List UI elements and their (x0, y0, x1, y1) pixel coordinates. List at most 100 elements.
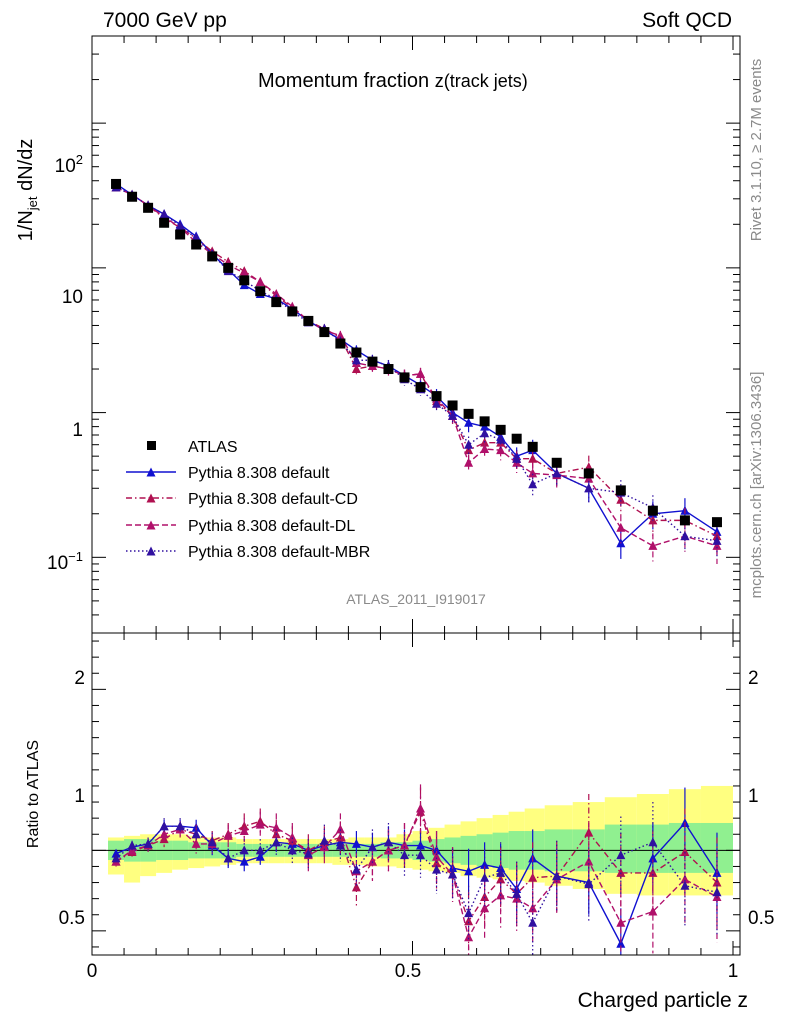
main-marker-mbr (584, 483, 594, 493)
y-label-part-a: 1/N (15, 210, 37, 241)
ratio-marker-mbr (416, 850, 426, 860)
main-marker-atlas (495, 424, 506, 435)
legend-marker-cd (146, 493, 156, 503)
ratio-marker-mbr (287, 845, 297, 855)
y-tick-label-100: 102 (55, 152, 83, 177)
main-marker-mbr (351, 355, 361, 365)
y-label-subscript: jet (25, 196, 40, 211)
main-marker-mbr (448, 410, 458, 420)
ratio-marker-mbr (303, 848, 313, 858)
x-tick-label-1: 1 (728, 961, 739, 982)
legend-label-mbr: Pythia 8.308 default-MBR (188, 544, 370, 561)
main-marker-atlas (319, 327, 330, 338)
ratio-y-tick-label-0.5: 0.5 (59, 908, 85, 929)
main-marker-mbr (528, 479, 538, 489)
main-marker-dl (255, 276, 265, 286)
legend-label-atlas: ATLAS (188, 439, 238, 456)
main-marker-atlas (399, 372, 410, 383)
main-marker-cd (616, 494, 626, 504)
ratio-marker-dl (584, 856, 594, 866)
ratio-marker-dl (712, 892, 722, 902)
main-marker-mbr (552, 468, 562, 478)
ratio-marker-cd (239, 821, 249, 831)
ratio-marker-dl (159, 829, 169, 839)
legend-marker-mbr (146, 546, 156, 556)
main-marker-atlas (207, 251, 218, 262)
ratio-marker-mbr (648, 837, 658, 847)
main-marker-mbr (159, 209, 169, 219)
ratio-marker-mbr (367, 842, 377, 852)
ratio-marker-mbr (480, 872, 490, 882)
y-tick-100-exponent: 2 (76, 152, 83, 167)
main-marker-atlas (287, 306, 298, 317)
ratio-marker-dl (432, 851, 442, 861)
main-marker-atlas (255, 286, 266, 297)
ratio-y-axis-label: Ratio to ATLAS (25, 740, 42, 848)
main-marker-default (464, 417, 474, 427)
main-title-variable: z(track jets) (435, 71, 528, 91)
ratio-marker-mbr (712, 887, 722, 897)
ratio-marker-default (480, 859, 490, 869)
main-y-axis-label: 1/Njet dN/dz (15, 139, 40, 242)
ratio-marker-dl (416, 803, 426, 813)
mcplots-label: mcplots.cern.ch [arXiv:1306.3436] (748, 372, 765, 599)
main-marker-atlas (111, 178, 122, 189)
x-tick-label-0.5: 0.5 (395, 961, 421, 982)
ratio-marker-dl (239, 826, 249, 836)
ratio-marker-dl (319, 842, 329, 852)
main-marker-dl (496, 445, 506, 455)
ratio-marker-mbr (383, 837, 393, 847)
main-marker-atlas (159, 217, 170, 228)
main-marker-dl (271, 288, 281, 298)
main-marker-atlas (223, 262, 234, 273)
legend-label-dl: Pythia 8.308 default-DL (188, 518, 355, 535)
main-marker-dl (239, 268, 249, 278)
y-tick-0.1-base: 10 (47, 553, 68, 574)
legend-marker-default (146, 467, 156, 477)
main-marker-atlas (127, 191, 138, 202)
main-marker-mbr (480, 428, 490, 438)
legend-marker-dl (146, 520, 156, 530)
main-marker-atlas (239, 275, 250, 286)
main-marker-atlas (415, 382, 426, 393)
main-line-cd (115, 186, 718, 537)
ratio-marker-default (464, 866, 474, 876)
header-right-label: Soft QCD (642, 9, 732, 32)
ratio-marker-mbr (207, 837, 217, 847)
ratio-marker-dl (223, 830, 233, 840)
ratio-marker-cd (351, 882, 361, 892)
main-marker-atlas (143, 202, 154, 213)
main-series-layer (111, 178, 722, 564)
ratio-marker-dl (528, 903, 538, 913)
ratio-y-tick-label-right-1: 1 (748, 786, 759, 807)
main-line-default (115, 183, 718, 545)
main-marker-atlas (551, 457, 562, 468)
ratio-marker-dl (271, 822, 281, 832)
ratio-y-tick-label-1: 1 (74, 786, 85, 807)
main-marker-atlas (479, 416, 490, 427)
main-line-mbr (115, 186, 718, 542)
ratio-axis-ticks (91, 633, 740, 955)
ratio-marker-default (111, 848, 121, 858)
main-marker-mbr (432, 398, 442, 408)
main-marker-dl (616, 522, 626, 532)
ratio-marker-dl (616, 917, 626, 927)
main-plot-panel: Momentum fraction z(track jets) 1/Njet d… (15, 35, 741, 634)
ratio-marker-default (239, 856, 249, 866)
ratio-marker-dl (287, 832, 297, 842)
main-marker-dl (648, 540, 658, 550)
main-marker-atlas (335, 338, 346, 349)
main-marker-atlas (303, 315, 314, 326)
ratio-marker-dl (480, 903, 490, 913)
main-marker-mbr (512, 453, 522, 463)
main-marker-atlas (463, 408, 474, 419)
ratio-marker-mbr (255, 845, 265, 855)
main-marker-mbr (496, 434, 506, 444)
y-tick-label-1: 1 (72, 420, 83, 441)
main-title-text: Momentum fraction (258, 70, 435, 92)
ratio-marker-dl (648, 906, 658, 916)
ratio-marker-mbr (616, 850, 626, 860)
legend-label-cd: Pythia 8.308 default-CD (188, 491, 358, 508)
main-marker-atlas (527, 441, 538, 452)
